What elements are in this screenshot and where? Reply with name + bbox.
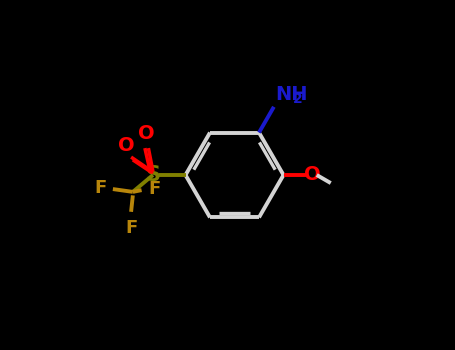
- Text: 2: 2: [293, 92, 302, 106]
- Text: F: F: [149, 180, 161, 198]
- Text: S: S: [146, 165, 161, 185]
- Text: NH: NH: [276, 85, 308, 104]
- Text: F: F: [125, 219, 137, 237]
- Text: F: F: [94, 179, 106, 197]
- Text: O: O: [304, 166, 320, 184]
- Text: O: O: [117, 136, 134, 155]
- Text: O: O: [138, 124, 155, 143]
